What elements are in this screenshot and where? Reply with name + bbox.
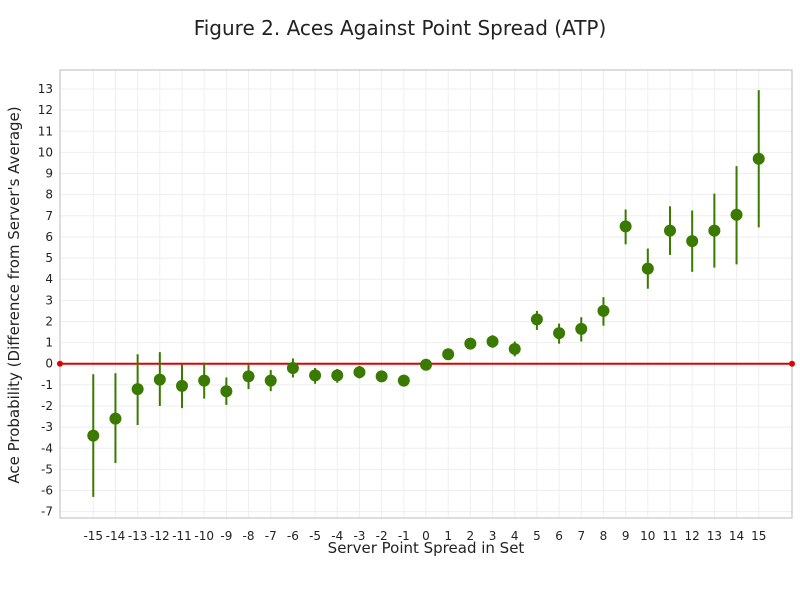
y-tick-label: -4 bbox=[41, 441, 53, 455]
x-tick-label: 6 bbox=[555, 529, 563, 543]
y-tick-label: 2 bbox=[45, 314, 53, 328]
x-tick-label: -15 bbox=[83, 529, 103, 543]
data-point bbox=[464, 337, 477, 350]
y-tick-label: 12 bbox=[38, 103, 53, 117]
y-tick-label: 8 bbox=[45, 188, 53, 202]
data-point bbox=[597, 304, 610, 317]
data-point bbox=[198, 374, 211, 387]
y-tick-label: -6 bbox=[41, 484, 53, 498]
data-point bbox=[686, 235, 699, 248]
x-tick-label: -14 bbox=[106, 529, 126, 543]
y-tick-label: 9 bbox=[45, 167, 53, 181]
data-point bbox=[331, 369, 344, 382]
data-point bbox=[264, 374, 277, 387]
x-tick-label: 2 bbox=[467, 529, 475, 543]
y-tick-label: -2 bbox=[41, 399, 53, 413]
x-tick-label: -9 bbox=[220, 529, 232, 543]
x-tick-label: 0 bbox=[422, 529, 430, 543]
x-tick-label: -1 bbox=[398, 529, 410, 543]
data-point bbox=[508, 342, 521, 355]
data-point bbox=[530, 313, 543, 326]
data-point bbox=[486, 335, 499, 348]
y-tick-label: -7 bbox=[41, 505, 53, 519]
data-point bbox=[309, 369, 322, 382]
x-tick-label: -4 bbox=[331, 529, 343, 543]
x-tick-label: 9 bbox=[622, 529, 630, 543]
chart-title: Figure 2. Aces Against Point Spread (ATP… bbox=[194, 16, 607, 40]
x-tick-label: 4 bbox=[511, 529, 519, 543]
data-point bbox=[375, 370, 388, 383]
data-point bbox=[553, 327, 566, 340]
x-tick-label: -8 bbox=[243, 529, 255, 543]
y-tick-label: 10 bbox=[38, 145, 53, 159]
y-tick-label: 6 bbox=[45, 230, 53, 244]
data-point bbox=[176, 379, 188, 392]
data-point bbox=[708, 224, 721, 237]
data-point bbox=[353, 366, 366, 379]
y-tick-label: 0 bbox=[45, 357, 53, 371]
x-tick-label: -2 bbox=[376, 529, 388, 543]
data-point bbox=[153, 373, 166, 386]
y-tick-label: -3 bbox=[41, 420, 53, 434]
data-point bbox=[109, 412, 122, 425]
y-tick-label: 13 bbox=[38, 82, 53, 96]
data-point bbox=[397, 374, 410, 387]
x-tick-label: 8 bbox=[600, 529, 608, 543]
x-tick-label: 7 bbox=[577, 529, 585, 543]
x-tick-label: -5 bbox=[309, 529, 321, 543]
plot-area bbox=[59, 69, 793, 519]
y-tick-label: 4 bbox=[45, 272, 53, 286]
y-tick-label: 3 bbox=[45, 293, 53, 307]
data-point bbox=[575, 322, 588, 335]
data-point bbox=[442, 348, 455, 361]
x-tick-label: 12 bbox=[685, 529, 700, 543]
data-point bbox=[641, 262, 654, 275]
y-tick-label: -5 bbox=[41, 462, 53, 476]
x-axis-title: Server Point Spread in Set bbox=[328, 539, 525, 557]
x-tick-label: 14 bbox=[729, 529, 744, 543]
data-point bbox=[286, 361, 299, 374]
x-tick-label: 3 bbox=[489, 529, 497, 543]
data-point bbox=[730, 208, 743, 221]
x-tick-label: 11 bbox=[662, 529, 677, 543]
x-tick-labels: -15 -14 -13 -12 -11 -10 -9 -8 -7 -6 -5 -4 -3 -2 -1 0 1 2 3… bbox=[83, 529, 766, 543]
y-axis-title: Ace Probability (Difference from Server'… bbox=[5, 106, 23, 483]
grid-layer bbox=[60, 70, 792, 518]
data-point bbox=[619, 220, 632, 233]
x-tick-label: 5 bbox=[533, 529, 541, 543]
x-tick-label: 15 bbox=[751, 529, 766, 543]
data-point bbox=[131, 383, 144, 396]
points-layer bbox=[87, 152, 765, 442]
y-tick-label: 7 bbox=[45, 209, 53, 223]
x-tick-label: -12 bbox=[150, 529, 170, 543]
reference-line-endpoint bbox=[57, 360, 63, 367]
x-tick-label: -11 bbox=[172, 529, 192, 543]
x-tick-label: -13 bbox=[128, 529, 148, 543]
x-tick-label: -7 bbox=[265, 529, 277, 543]
y-tick-label: 11 bbox=[38, 124, 53, 138]
x-tick-label: 13 bbox=[707, 529, 722, 543]
data-point bbox=[220, 385, 233, 398]
data-point bbox=[752, 152, 765, 165]
x-tick-label: 1 bbox=[444, 529, 452, 543]
x-tick-label: -3 bbox=[353, 529, 365, 543]
reference-line-endpoint bbox=[789, 360, 795, 367]
x-tick-label: -10 bbox=[194, 529, 214, 543]
data-point bbox=[664, 224, 676, 237]
x-tick-label: -6 bbox=[287, 529, 299, 543]
x-tick-label: 10 bbox=[640, 529, 655, 543]
y-tick-label: -1 bbox=[41, 378, 53, 392]
data-point bbox=[242, 370, 255, 383]
data-point bbox=[420, 358, 432, 371]
data-point bbox=[87, 429, 100, 442]
y-tick-label: 5 bbox=[45, 251, 53, 265]
y-tick-label: 1 bbox=[45, 336, 53, 350]
